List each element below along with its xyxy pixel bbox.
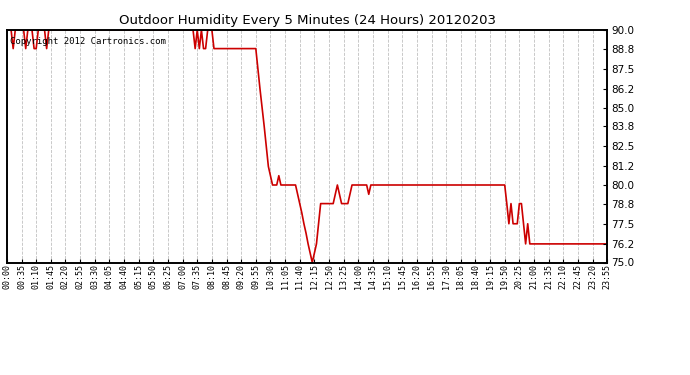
Text: Copyright 2012 Cartronics.com: Copyright 2012 Cartronics.com — [10, 37, 166, 46]
Title: Outdoor Humidity Every 5 Minutes (24 Hours) 20120203: Outdoor Humidity Every 5 Minutes (24 Hou… — [119, 15, 495, 27]
